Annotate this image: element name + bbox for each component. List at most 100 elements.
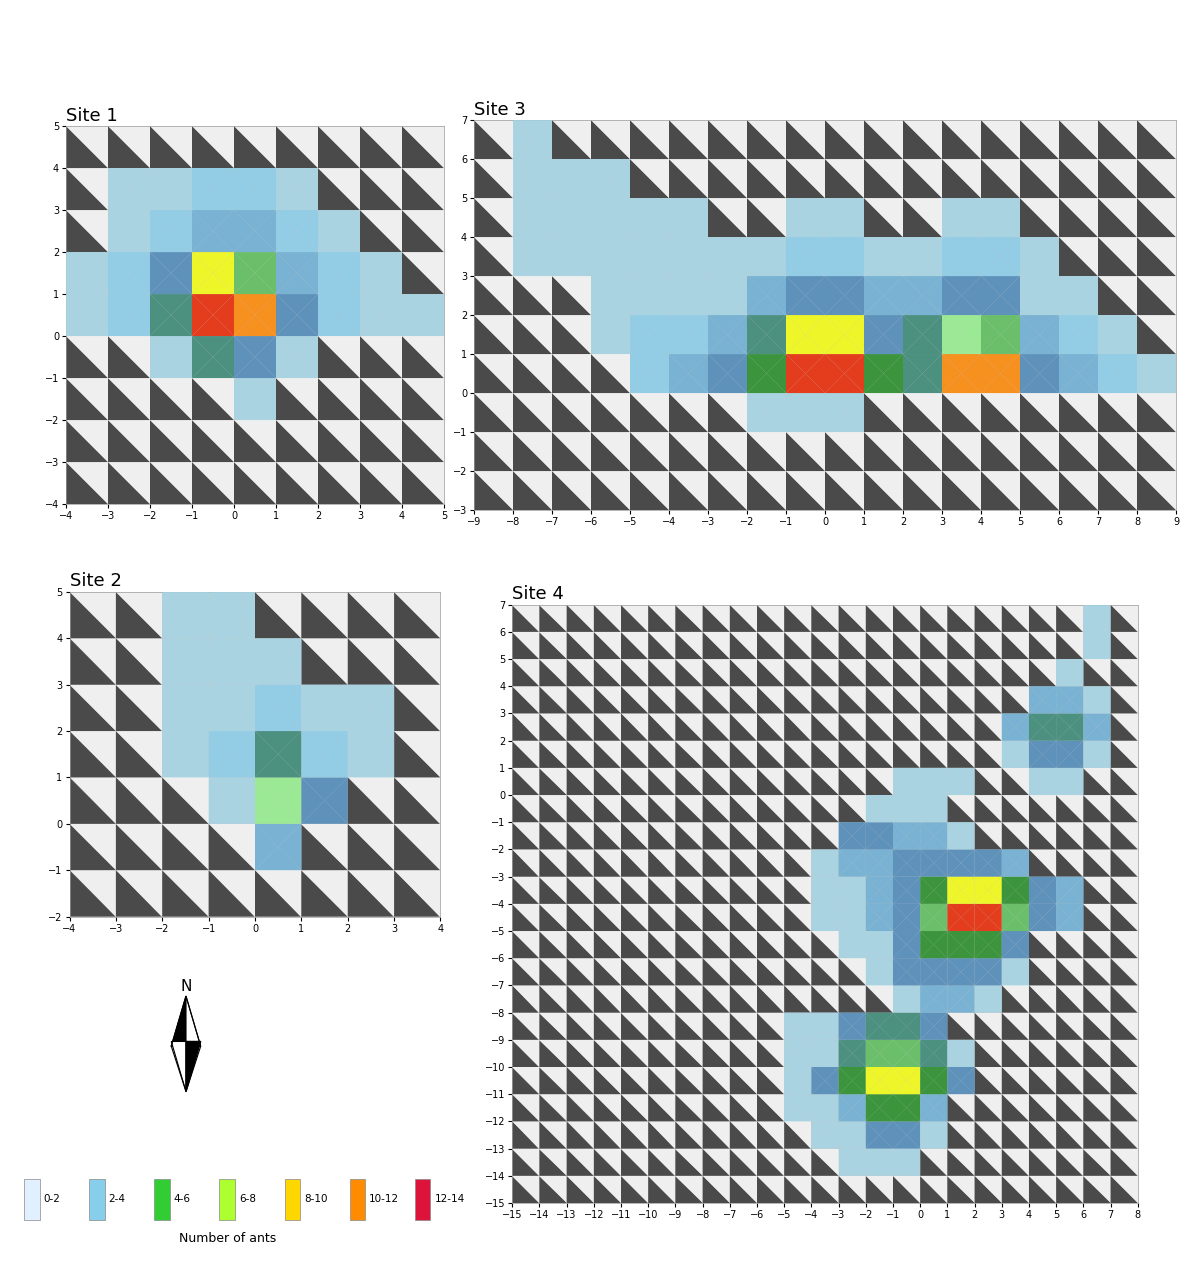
Polygon shape <box>592 199 611 237</box>
Polygon shape <box>893 985 906 1012</box>
Polygon shape <box>474 199 514 237</box>
Polygon shape <box>865 1053 893 1067</box>
Polygon shape <box>1043 768 1056 796</box>
Polygon shape <box>1002 1012 1028 1040</box>
Polygon shape <box>116 731 162 778</box>
Polygon shape <box>648 904 676 931</box>
Polygon shape <box>785 822 811 849</box>
Polygon shape <box>920 1040 947 1053</box>
Polygon shape <box>1110 904 1138 931</box>
Polygon shape <box>757 849 785 877</box>
Polygon shape <box>961 822 974 849</box>
Polygon shape <box>66 168 108 210</box>
Polygon shape <box>540 1012 566 1040</box>
Polygon shape <box>676 1012 703 1040</box>
Polygon shape <box>108 210 150 232</box>
Polygon shape <box>70 824 116 871</box>
Polygon shape <box>566 713 594 741</box>
Polygon shape <box>920 1176 947 1203</box>
Polygon shape <box>826 199 845 237</box>
Polygon shape <box>214 210 234 252</box>
Polygon shape <box>592 471 630 510</box>
Polygon shape <box>276 336 298 378</box>
Polygon shape <box>974 686 1002 713</box>
Polygon shape <box>864 373 904 393</box>
Polygon shape <box>1028 768 1043 796</box>
Polygon shape <box>594 605 622 631</box>
Polygon shape <box>676 877 703 904</box>
Polygon shape <box>234 420 276 462</box>
Polygon shape <box>301 824 348 871</box>
Polygon shape <box>934 985 947 1012</box>
Polygon shape <box>116 638 162 685</box>
Polygon shape <box>785 1176 811 1203</box>
Polygon shape <box>514 237 552 257</box>
Polygon shape <box>402 294 424 336</box>
Polygon shape <box>786 295 826 314</box>
Polygon shape <box>947 659 974 686</box>
Polygon shape <box>648 849 676 877</box>
Polygon shape <box>1098 393 1138 432</box>
Polygon shape <box>66 252 108 274</box>
Polygon shape <box>904 314 942 335</box>
Polygon shape <box>648 768 676 796</box>
Polygon shape <box>746 257 786 276</box>
Polygon shape <box>649 354 670 393</box>
Polygon shape <box>865 1040 893 1053</box>
Polygon shape <box>209 824 256 871</box>
Polygon shape <box>402 210 444 252</box>
Polygon shape <box>920 918 947 931</box>
Polygon shape <box>162 824 209 871</box>
Polygon shape <box>540 931 566 959</box>
Polygon shape <box>786 314 826 335</box>
Polygon shape <box>594 904 622 931</box>
Polygon shape <box>893 659 920 686</box>
Polygon shape <box>622 1012 648 1040</box>
Polygon shape <box>676 849 703 877</box>
Polygon shape <box>811 1067 826 1095</box>
Polygon shape <box>594 1095 622 1122</box>
Polygon shape <box>594 849 622 877</box>
Polygon shape <box>1020 295 1060 314</box>
Polygon shape <box>394 638 440 685</box>
Polygon shape <box>708 295 746 314</box>
Polygon shape <box>512 822 540 849</box>
Polygon shape <box>424 294 444 336</box>
Bar <box>349 1179 365 1220</box>
Polygon shape <box>974 1067 1002 1095</box>
Polygon shape <box>703 1040 730 1067</box>
Polygon shape <box>982 257 1020 276</box>
Polygon shape <box>811 849 826 877</box>
Polygon shape <box>988 904 1002 931</box>
Polygon shape <box>786 237 805 276</box>
Polygon shape <box>974 1122 1002 1148</box>
Polygon shape <box>348 592 394 638</box>
Polygon shape <box>594 768 622 796</box>
Polygon shape <box>514 432 552 471</box>
Polygon shape <box>592 354 630 393</box>
Polygon shape <box>108 168 130 210</box>
Polygon shape <box>1060 276 1079 314</box>
Polygon shape <box>942 257 982 276</box>
Polygon shape <box>630 199 649 237</box>
Polygon shape <box>670 393 708 432</box>
Polygon shape <box>150 190 192 210</box>
Polygon shape <box>703 849 730 877</box>
Polygon shape <box>1028 768 1056 782</box>
Polygon shape <box>1084 659 1110 686</box>
Polygon shape <box>130 168 150 210</box>
Polygon shape <box>1015 877 1028 904</box>
Polygon shape <box>1056 754 1084 768</box>
Polygon shape <box>1002 877 1028 890</box>
Polygon shape <box>540 1148 566 1176</box>
Polygon shape <box>88 294 108 336</box>
Polygon shape <box>1056 741 1069 768</box>
Polygon shape <box>1056 1012 1084 1040</box>
Polygon shape <box>1056 727 1084 741</box>
Polygon shape <box>150 232 192 252</box>
Polygon shape <box>839 1095 852 1122</box>
Polygon shape <box>670 335 708 354</box>
Polygon shape <box>974 659 1002 686</box>
Polygon shape <box>920 605 947 631</box>
Polygon shape <box>961 237 982 276</box>
